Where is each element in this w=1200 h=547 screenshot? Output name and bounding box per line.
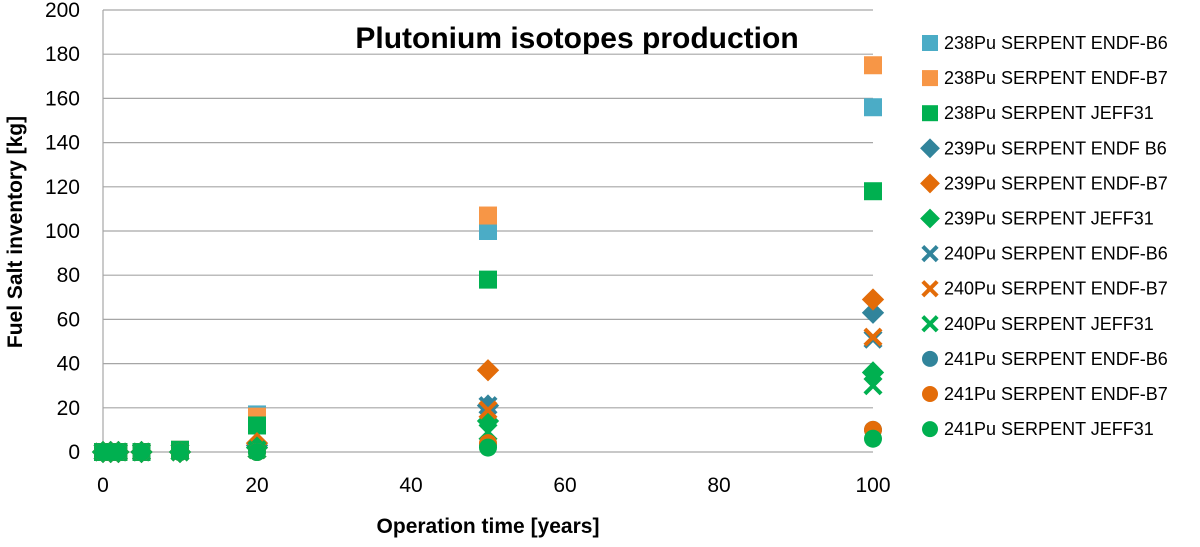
x-axis-title: Operation time [years] (377, 515, 600, 538)
data-point (248, 443, 266, 461)
y-tick-label: 200 (45, 0, 80, 22)
y-tick-label: 140 (45, 132, 80, 155)
y-tick-label: 20 (57, 397, 80, 420)
y-tick-label: 60 (57, 308, 80, 331)
data-point (476, 359, 500, 382)
data-point (479, 438, 497, 457)
y-tick-label: 80 (57, 264, 80, 287)
data-point (861, 301, 885, 324)
legend-marker (922, 35, 938, 51)
x-tick-label: 20 (245, 474, 268, 497)
y-tick-label: 160 (45, 87, 80, 110)
legend-item: 238Pu SERPENT ENDF-B7 (922, 68, 1168, 88)
legend-item: 239Pu SERPENT ENDF-B7 (920, 173, 1168, 193)
data-point (248, 416, 266, 435)
legend-marker (922, 70, 938, 87)
legend-marker (920, 138, 940, 159)
x-tick-label: 0 (97, 474, 109, 497)
legend: 238Pu SERPENT ENDF-B6 238Pu SERPENT ENDF-… (920, 33, 1168, 439)
legend-item: 239Pu SERPENT JEFF31 (920, 209, 1154, 229)
data-point (109, 443, 128, 461)
data-point (479, 222, 497, 240)
legend-marker (922, 421, 938, 438)
legend-item: 238Pu SERPENT ENDF-B6 (922, 33, 1168, 53)
y-axis-title: Fuel Salt inventory [kg] (4, 116, 27, 348)
x-tick-label: 40 (399, 474, 422, 497)
x-tick-label: 60 (553, 474, 576, 497)
legend-label: 240Pu SERPENT ENDF-B7 (944, 279, 1168, 299)
legend-marker (920, 173, 940, 194)
axis-layer: 0 20 40 60 80 100 120 140 160 180 200 0 20 40 60 80 100 (45, 0, 891, 497)
legend-label: 238Pu SERPENT JEFF31 (944, 103, 1154, 123)
legend-marker (921, 315, 939, 333)
x-tick-label: 80 (707, 474, 730, 497)
legend-marker (922, 105, 938, 122)
data-point (861, 288, 885, 311)
y-tick-label: 0 (68, 441, 80, 464)
y-tick-label: 100 (45, 220, 80, 243)
y-tick-label: 40 (57, 353, 80, 376)
legend-label: 238Pu SERPENT ENDF-B7 (944, 68, 1168, 88)
legend-label: 238Pu SERPENT ENDF-B6 (944, 33, 1168, 53)
data-point (863, 376, 883, 396)
legend-item: 241Pu SERPENT JEFF31 (922, 419, 1154, 439)
legend-item: 240Pu SERPENT ENDF-B7 (921, 279, 1168, 299)
data-point (171, 443, 189, 461)
legend-marker (920, 208, 940, 229)
legend-marker (921, 280, 939, 298)
data-point (864, 56, 882, 75)
legend-label: 240Pu SERPENT JEFF31 (944, 314, 1154, 334)
legend-item: 240Pu SERPENT ENDF-B6 (921, 244, 1168, 264)
data-point (863, 327, 883, 347)
legend-label: 241Pu SERPENT ENDF-B7 (944, 384, 1168, 404)
legend-label: 240Pu SERPENT ENDF-B6 (944, 244, 1168, 264)
chart-title: Plutonium isotopes production (355, 22, 798, 55)
y-tick-label: 180 (45, 43, 80, 66)
legend-label: 239Pu SERPENT ENDF B6 (944, 138, 1167, 158)
data-point (132, 443, 151, 461)
data-point (864, 98, 882, 117)
legend-label: 241Pu SERPENT ENDF-B6 (944, 349, 1168, 369)
legend-marker (922, 350, 938, 367)
legend-marker (921, 244, 939, 263)
legend-marker (922, 386, 938, 402)
data-point (478, 400, 498, 420)
data-point (864, 182, 882, 201)
legend-item: 241Pu SERPENT ENDF-B6 (922, 349, 1168, 369)
legend-label: 239Pu SERPENT JEFF31 (944, 209, 1154, 229)
x-tick-label: 100 (855, 474, 890, 497)
marks-layer (91, 56, 885, 464)
y-tick-label: 120 (45, 176, 80, 199)
legend-label: 239Pu SERPENT ENDF-B7 (944, 173, 1168, 193)
legend-item: 238Pu SERPENT JEFF31 (922, 103, 1154, 123)
data-point (864, 429, 882, 448)
legend-item: 241Pu SERPENT ENDF-B7 (922, 384, 1168, 404)
legend-item: 239Pu SERPENT ENDF B6 (920, 138, 1167, 158)
legend-item: 240Pu SERPENT JEFF31 (921, 314, 1154, 334)
data-point (479, 270, 497, 289)
data-point (476, 409, 500, 433)
data-point (478, 396, 498, 416)
legend-label: 241Pu SERPENT JEFF31 (944, 419, 1154, 439)
data-point (479, 206, 497, 225)
